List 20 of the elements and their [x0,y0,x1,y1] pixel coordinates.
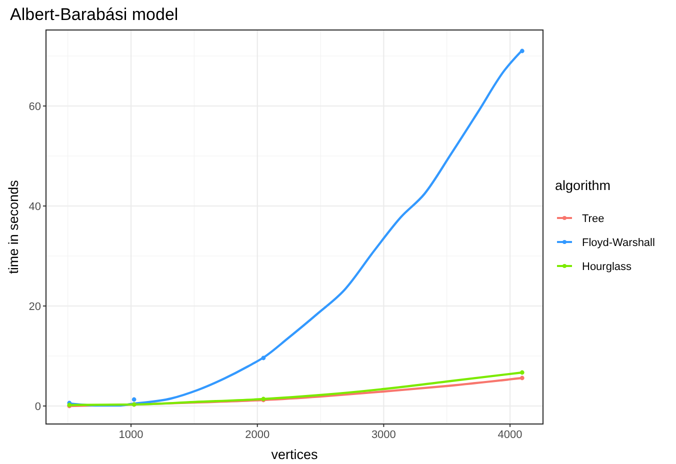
point [132,397,136,402]
point [261,356,266,360]
x-axis-title: vertices [271,447,318,462]
x-tick-label: 3000 [371,429,396,441]
y-axis-title: time in seconds [6,180,21,274]
y-tick-label: 0 [34,401,41,413]
x-tick-label: 4000 [498,429,522,441]
y-tick-label: 20 [28,301,41,313]
y-tick-label: 40 [28,201,41,213]
legend-label: Hourglass [582,261,632,273]
point [520,370,524,375]
legend-title: algorithm [555,178,611,193]
point [520,48,524,54]
x-tick-label: 2000 [245,429,270,441]
legend-label: Floyd-Warshall [582,237,655,249]
legend-label: Tree [582,213,604,225]
point [520,376,524,380]
chart-title: Albert-Barabási model [10,5,178,24]
x-tick-label: 1000 [118,429,144,441]
y-tick-label: 60 [28,101,41,113]
